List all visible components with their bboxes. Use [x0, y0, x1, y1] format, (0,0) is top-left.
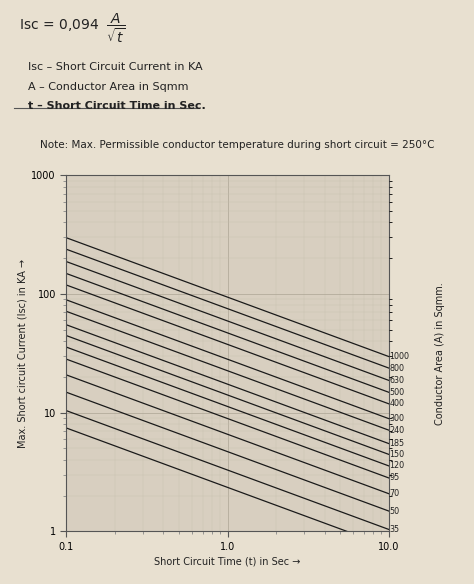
Text: Isc – Short Circuit Current in KA: Isc – Short Circuit Current in KA [28, 62, 203, 72]
Text: 150: 150 [389, 450, 404, 459]
Text: 300: 300 [389, 414, 404, 423]
Y-axis label: Conductor Area (A) in Sqmm.: Conductor Area (A) in Sqmm. [435, 282, 445, 425]
Y-axis label: Max. Short circuit Current (Isc) in KA →: Max. Short circuit Current (Isc) in KA → [17, 259, 27, 448]
Text: 500: 500 [389, 388, 404, 397]
Text: 800: 800 [389, 363, 404, 373]
Text: 400: 400 [389, 399, 404, 408]
Text: 95: 95 [389, 474, 400, 482]
Text: A – Conductor Area in Sqmm: A – Conductor Area in Sqmm [28, 82, 189, 92]
Text: 70: 70 [389, 489, 400, 498]
Text: Note: Max. Permissible conductor temperature during short circuit = 250°C: Note: Max. Permissible conductor tempera… [40, 140, 434, 151]
Text: 1000: 1000 [389, 352, 410, 361]
Text: 630: 630 [389, 376, 404, 385]
Text: t – Short Circuit Time in Sec.: t – Short Circuit Time in Sec. [28, 102, 206, 112]
X-axis label: Short Circuit Time (t) in Sec →: Short Circuit Time (t) in Sec → [155, 556, 301, 566]
Text: 120: 120 [389, 461, 404, 470]
Text: 185: 185 [389, 439, 404, 448]
Text: 35: 35 [389, 525, 400, 534]
Text: Isc = 0,094  $\dfrac{A}{\sqrt{t}}$: Isc = 0,094 $\dfrac{A}{\sqrt{t}}$ [19, 12, 126, 45]
Text: 50: 50 [389, 506, 400, 516]
Text: 240: 240 [389, 426, 404, 434]
